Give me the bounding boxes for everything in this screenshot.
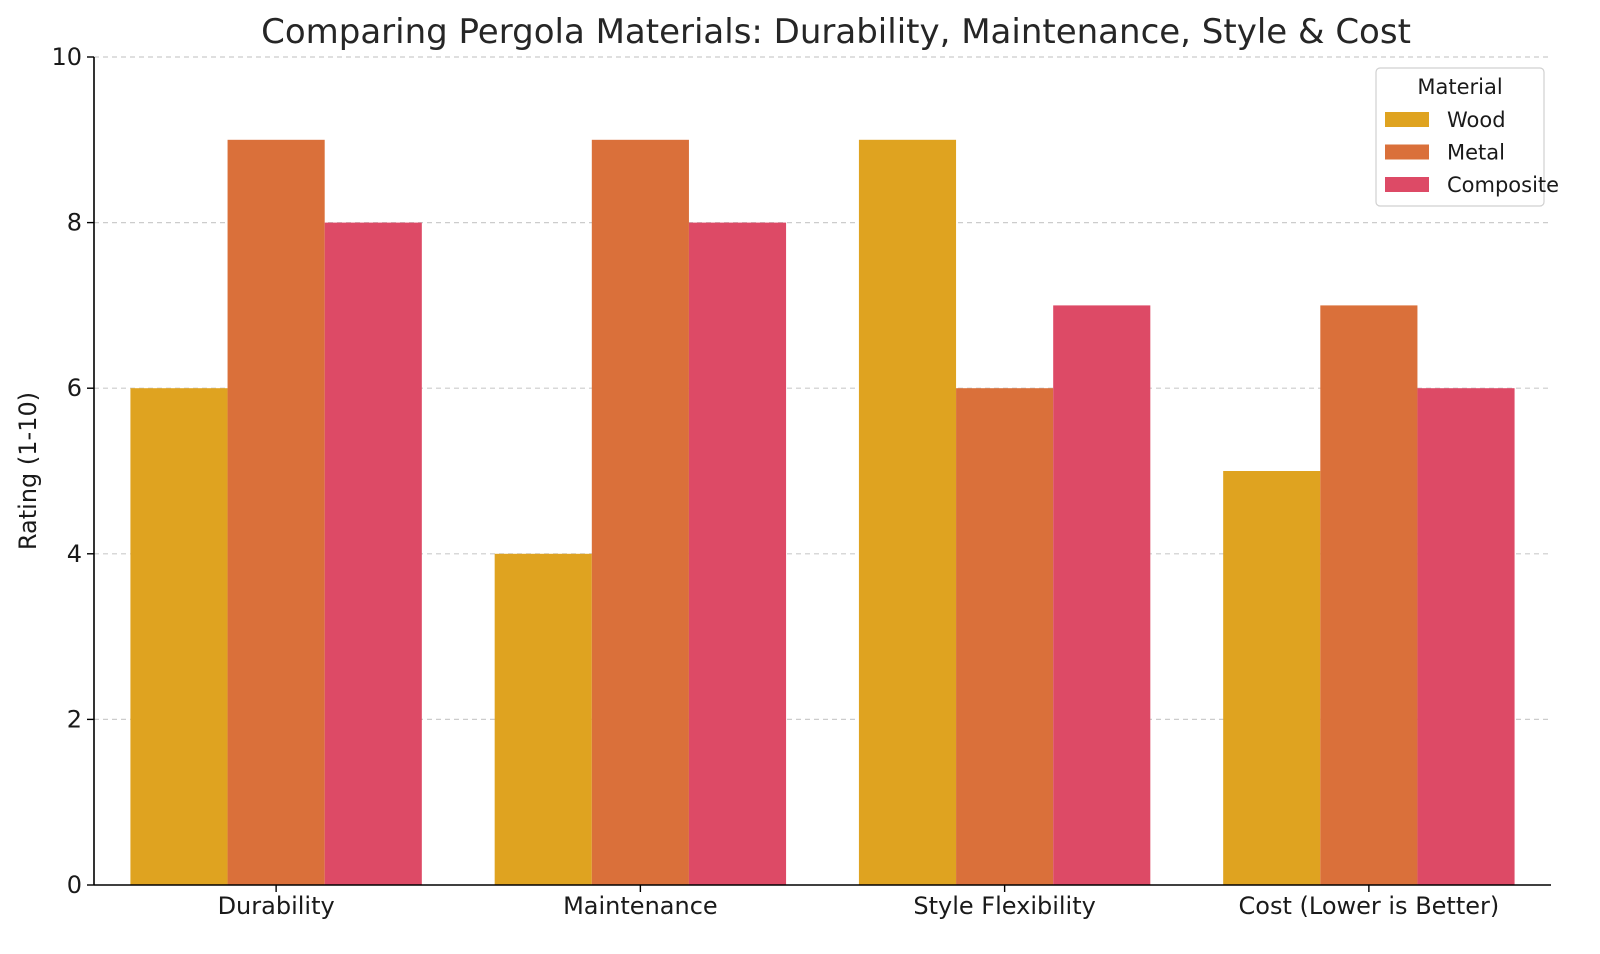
legend: Material Wood Metal Composite [1375, 67, 1559, 207]
y-axis-label: Rating (1-10) [14, 392, 42, 550]
axes: 0 2 4 6 8 10 Durability Maintenance Style Flexib… [51, 43, 1551, 920]
legend-label-composite: Composite [1447, 173, 1559, 197]
bar-wood-1 [494, 553, 592, 885]
legend-title: Material [1417, 75, 1502, 99]
y-tick-label: 8 [67, 209, 82, 237]
bar-wood-3 [1223, 471, 1321, 885]
bar-composite-3 [1417, 388, 1515, 885]
bar-metal-3 [1320, 305, 1418, 885]
x-tick-label: Durability [218, 892, 335, 920]
y-tick-label: 10 [51, 43, 82, 71]
bars [130, 139, 1515, 886]
legend-swatch-wood [1385, 112, 1429, 127]
chart-title: Comparing Pergola Materials: Durability,… [261, 12, 1411, 52]
legend-swatch-metal [1385, 144, 1429, 160]
bar-metal-2 [956, 388, 1054, 885]
bar-metal-0 [227, 139, 325, 886]
bar-composite-1 [688, 222, 787, 886]
legend-label-metal: Metal [1447, 141, 1505, 165]
bar-wood-2 [858, 139, 957, 886]
legend-frame [1375, 67, 1545, 207]
legend-swatch-composite [1385, 177, 1429, 192]
bar-composite-2 [1053, 305, 1151, 885]
y-tick-label: 4 [67, 540, 82, 568]
bar-metal-1 [591, 139, 689, 886]
bar-composite-0 [324, 222, 422, 886]
y-tick-label: 6 [67, 374, 82, 402]
bar-wood-0 [130, 388, 228, 885]
x-tick-label: Cost (Lower is Better) [1239, 892, 1500, 920]
legend-label-wood: Wood [1447, 108, 1506, 132]
y-tick-label: 0 [67, 871, 82, 899]
x-tick-label: Style Flexibility [913, 892, 1095, 920]
x-tick-label: Maintenance [563, 892, 718, 920]
y-tick-label: 2 [67, 705, 82, 733]
